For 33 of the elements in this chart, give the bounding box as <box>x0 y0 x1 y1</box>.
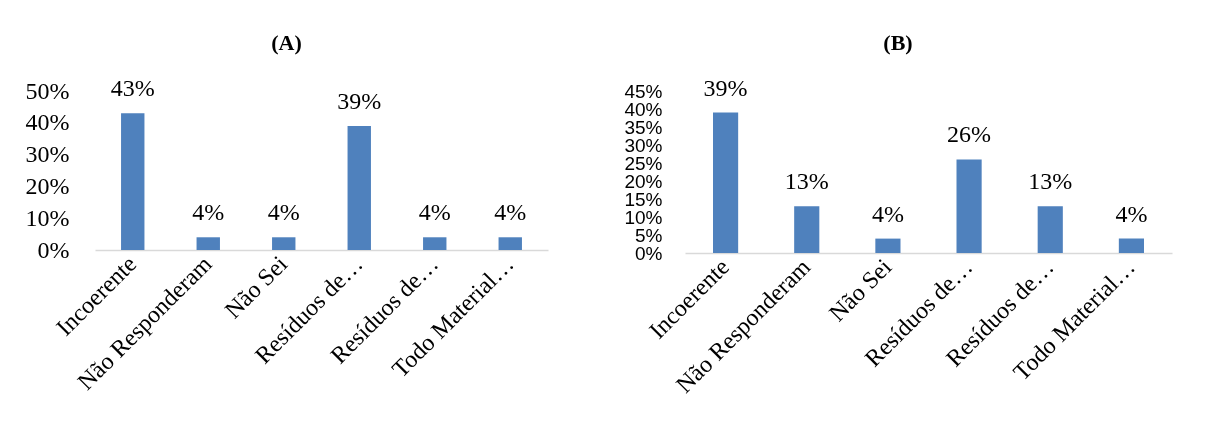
data-label: 39% <box>703 74 748 101</box>
y-tick-label: 20% <box>25 172 70 199</box>
bar <box>794 206 820 253</box>
bar <box>121 113 145 250</box>
data-label: 4% <box>418 199 451 226</box>
data-label: 4% <box>871 200 904 227</box>
bar <box>956 159 982 253</box>
data-label: 13% <box>784 168 829 195</box>
bar <box>196 237 220 250</box>
data-label: 4% <box>1115 200 1148 227</box>
data-label: 4% <box>494 199 527 226</box>
bar <box>875 238 901 253</box>
chart-title: (A) <box>271 30 302 56</box>
y-tick-label: 30% <box>25 141 70 168</box>
y-tick-label: 40% <box>25 109 70 136</box>
data-label: 43% <box>110 75 155 102</box>
bar <box>347 125 371 250</box>
y-tick-label: 10% <box>25 204 70 231</box>
y-tick-label: 50% <box>25 77 70 104</box>
chart-title: (B) <box>883 29 913 55</box>
bar <box>1118 238 1144 253</box>
data-label: 13% <box>1028 168 1073 195</box>
bar <box>423 237 447 250</box>
data-label: 39% <box>337 87 382 114</box>
data-label: 26% <box>947 121 992 148</box>
bar <box>1037 206 1063 253</box>
bar <box>272 237 296 250</box>
y-tick-label: 0% <box>37 236 70 263</box>
bar <box>713 112 739 253</box>
data-label: 4% <box>192 199 225 226</box>
x-tick-label: Não Sei <box>823 253 897 327</box>
bar <box>498 237 522 250</box>
data-label: 4% <box>267 199 300 226</box>
